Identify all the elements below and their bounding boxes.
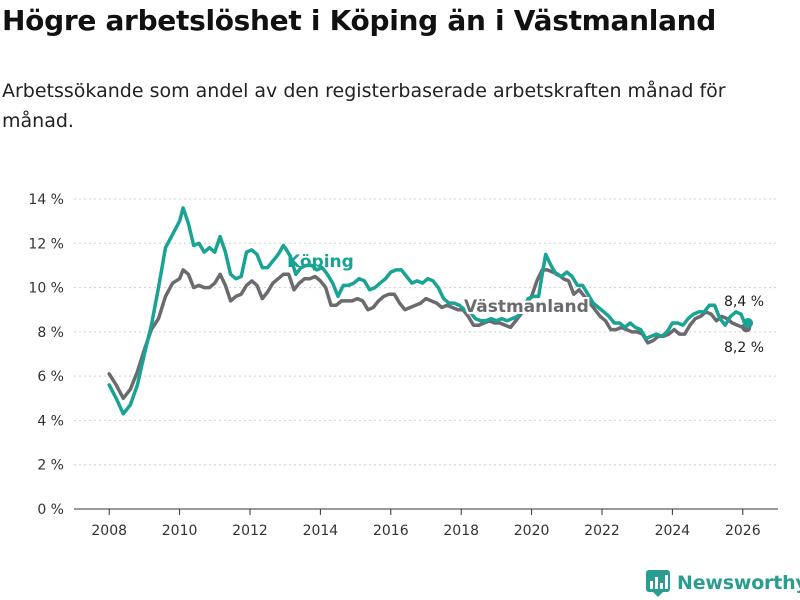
- x-tick-label: 2026: [725, 523, 761, 539]
- series-label-vastmanland: Västmanland: [464, 297, 589, 317]
- end-label-vastmanland: 8,2 %: [724, 340, 764, 356]
- series-label-koping: Köping: [287, 252, 354, 272]
- series-line-koping: [283, 245, 750, 341]
- y-tick-label: 8 %: [37, 325, 64, 341]
- x-tick-label: 2010: [162, 523, 198, 539]
- y-tick-label: 6 %: [37, 369, 64, 385]
- x-tick-label: 2022: [584, 523, 620, 539]
- y-tick-label: 12 %: [28, 236, 64, 252]
- end-point-koping: [743, 318, 754, 328]
- y-tick-label: 0 %: [37, 502, 64, 518]
- brand-name: Newsworthy: [677, 572, 800, 594]
- series-lines: [107, 206, 754, 416]
- y-tick-label: 14 %: [28, 192, 64, 208]
- series-line-vastmanland: [107, 268, 749, 401]
- y-tick-label: 2 %: [37, 458, 64, 474]
- grid-lines: [74, 198, 778, 466]
- bar-chart-logo-icon: [646, 570, 670, 597]
- chart-subtitle: Arbetssökande som andel av den registerb…: [2, 80, 726, 132]
- y-tick-label: 4 %: [37, 413, 64, 429]
- series-labels: Köping Västmanland 8,4 % 8,2 %: [287, 252, 764, 356]
- x-tick-label: 2016: [373, 523, 409, 539]
- x-tick-label: 2020: [514, 523, 550, 539]
- x-tick-label: 2018: [443, 523, 479, 539]
- end-label-koping: 8,4 %: [724, 294, 764, 310]
- series-line-koping: [107, 206, 286, 416]
- y-tick-label: 10 %: [28, 281, 64, 297]
- x-tick-label: 2008: [91, 523, 127, 539]
- x-tick-label: 2014: [303, 523, 339, 539]
- x-tick-label: 2024: [655, 523, 691, 539]
- axes: 0 % 2 % 4 % 6 % 8 % 10 % 12 % 14 % 2008 2010 2012 2…: [28, 192, 778, 539]
- newsworthy-brand: Newsworthy: [645, 568, 800, 598]
- x-tick-label: 2012: [232, 523, 268, 539]
- chart-title: Högre arbetslöshet i Köping än i Västman…: [2, 4, 717, 37]
